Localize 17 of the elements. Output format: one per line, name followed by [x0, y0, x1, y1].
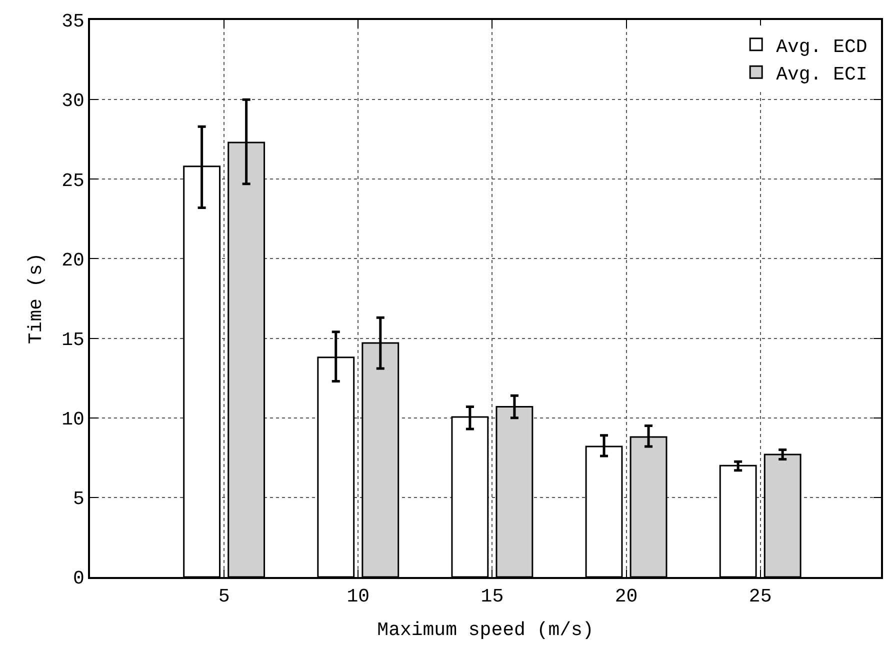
y-tick-label: 20	[62, 249, 84, 272]
y-axis-title: Time (s)	[24, 252, 47, 344]
y-tick-label: 15	[62, 328, 84, 351]
x-axis-title: Maximum speed (m/s)	[377, 618, 594, 641]
y-tick-label: 30	[62, 90, 84, 112]
y-tick-label: 10	[62, 408, 84, 431]
legend-label: Avg. ECD	[776, 36, 868, 58]
x-tick-label: 10	[346, 586, 370, 608]
y-tick-label: 35	[62, 10, 84, 33]
y-tick-label: 0	[73, 568, 84, 590]
y-tick-label: 25	[62, 170, 84, 192]
x-tick-label: 5	[218, 586, 230, 608]
x-tick-label: 20	[614, 586, 638, 608]
x-tick-label: 25	[748, 586, 772, 608]
y-tick-label: 5	[73, 488, 84, 510]
x-tick-label: 15	[480, 586, 504, 608]
legend-label: Avg. ECI	[776, 64, 868, 86]
